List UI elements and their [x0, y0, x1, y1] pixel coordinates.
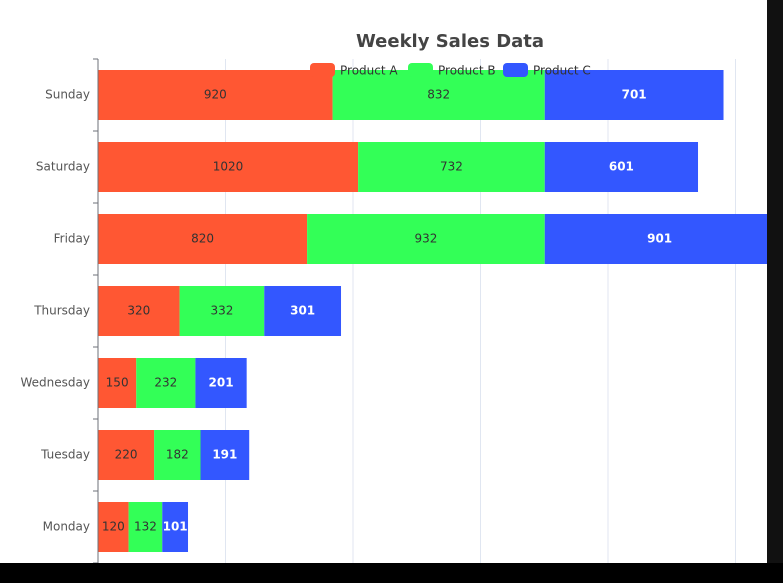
- legend-label: Product C: [533, 64, 591, 78]
- data-label: 820: [191, 232, 214, 246]
- bar: [358, 142, 545, 192]
- y-tick-label: Tuesday: [40, 448, 90, 462]
- data-label: 232: [154, 376, 177, 390]
- data-label: 901: [647, 232, 672, 246]
- bar: [332, 70, 545, 120]
- bar: [98, 214, 308, 264]
- edge: [0, 563, 783, 583]
- y-tick-label: Friday: [54, 232, 90, 246]
- bar: [307, 214, 545, 264]
- data-label: 101: [163, 520, 188, 534]
- y-tick-label: Monday: [43, 520, 90, 534]
- bar: [136, 358, 196, 408]
- data-label: 182: [166, 448, 189, 462]
- data-label: 320: [127, 304, 150, 318]
- legend-swatch: [310, 63, 335, 77]
- data-label: 132: [134, 520, 157, 534]
- legend-label: Product A: [340, 64, 398, 78]
- bar: [98, 286, 180, 336]
- bar: [264, 286, 342, 336]
- data-label: 150: [106, 376, 129, 390]
- data-label: 191: [212, 448, 237, 462]
- data-label: 301: [290, 304, 315, 318]
- legend-label: Product B: [438, 64, 496, 78]
- bar: [544, 142, 699, 192]
- bar: [544, 214, 775, 264]
- data-label: 601: [609, 160, 634, 174]
- y-tick-label: Wednesday: [21, 376, 90, 390]
- data-label: 932: [414, 232, 437, 246]
- data-label: 220: [115, 448, 138, 462]
- legend-swatch: [503, 63, 528, 77]
- data-label: 1020: [213, 160, 244, 174]
- bar: [200, 430, 250, 480]
- data-label: 832: [427, 88, 450, 102]
- data-label: 920: [204, 88, 227, 102]
- bar: [98, 142, 359, 192]
- bar: [195, 358, 247, 408]
- bar: [98, 358, 137, 408]
- y-tick-label: Saturday: [36, 160, 90, 174]
- plot: 120 132 101 220 182 191 150 232 201 320 332 301 820 9…: [97, 59, 775, 563]
- y-tick-label: Sunday: [45, 88, 90, 102]
- bar: [154, 430, 201, 480]
- data-label: 332: [210, 304, 233, 318]
- bar: [179, 286, 265, 336]
- bar: [544, 70, 724, 120]
- data-label: 120: [102, 520, 125, 534]
- bar: [98, 70, 333, 120]
- data-label: 732: [440, 160, 463, 174]
- bar: [128, 502, 163, 552]
- legend-swatch: [408, 63, 433, 77]
- data-label: 701: [622, 88, 647, 102]
- y-tick-label: Thursday: [33, 304, 90, 318]
- bar: [162, 502, 189, 552]
- edge: [767, 0, 783, 583]
- bar: [98, 502, 129, 552]
- data-label: 201: [209, 376, 234, 390]
- chart-title: Weekly Sales Data: [356, 31, 544, 52]
- bar: [98, 430, 155, 480]
